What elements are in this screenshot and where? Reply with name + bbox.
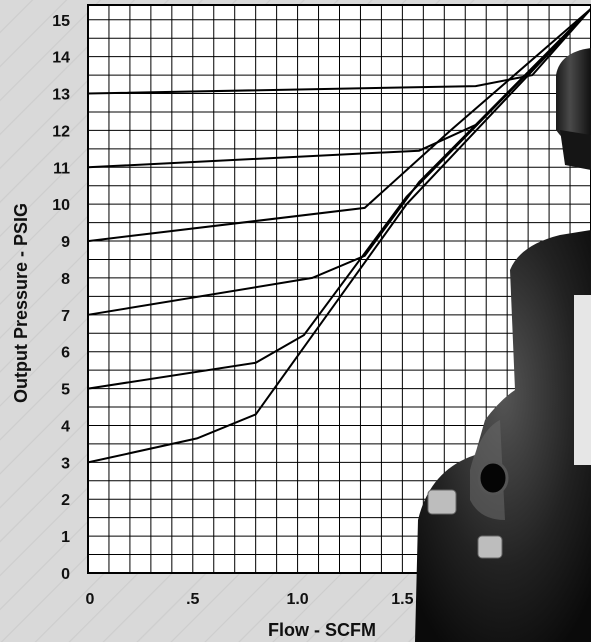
bolt-right bbox=[477, 535, 503, 559]
adjustment-knob bbox=[556, 48, 591, 150]
series-line-1 bbox=[87, 8, 591, 464]
x-tick-label: .5 bbox=[186, 591, 199, 608]
y-tick-label: 1 bbox=[61, 529, 70, 546]
x-axis-label: Flow - SCFM bbox=[268, 620, 376, 640]
y-tick-label: 9 bbox=[61, 234, 70, 251]
x-tick-label: 0 bbox=[86, 591, 95, 608]
y-tick-label: 3 bbox=[61, 455, 70, 472]
y-axis-label: Output Pressure - PSIG bbox=[11, 203, 31, 403]
y-tick-label: 0 bbox=[61, 566, 70, 583]
y-tick-label: 5 bbox=[61, 382, 70, 399]
label-plate bbox=[574, 295, 591, 465]
series-line-6 bbox=[87, 8, 591, 95]
knob-neck bbox=[560, 130, 591, 170]
series-line-5 bbox=[87, 7, 591, 169]
y-tick-label: 8 bbox=[61, 271, 70, 288]
series-group bbox=[87, 7, 591, 464]
x-tick-label: 1.5 bbox=[391, 591, 413, 608]
y-tick-label: 12 bbox=[52, 123, 70, 140]
x-tick-label: 1.0 bbox=[286, 591, 308, 608]
series-line-4 bbox=[87, 7, 591, 243]
plot-frame bbox=[87, 4, 591, 574]
y-tick-label: 11 bbox=[53, 160, 70, 177]
y-tick-label: 4 bbox=[61, 418, 70, 435]
regulator-body bbox=[415, 230, 591, 642]
series-line-2 bbox=[87, 7, 591, 390]
y-tick-label: 6 bbox=[61, 345, 70, 362]
y-tick-label: 7 bbox=[61, 308, 70, 325]
y-tick-label: 14 bbox=[52, 50, 70, 67]
y-tick-label: 2 bbox=[61, 492, 70, 509]
y-tick-label: 13 bbox=[52, 87, 70, 104]
regulator-photo bbox=[415, 48, 591, 642]
x-tick-labels: 0 .5 1.0 1.5 bbox=[86, 591, 414, 608]
port-hole bbox=[477, 460, 509, 496]
y-tick-label: 10 bbox=[52, 197, 70, 214]
y-tick-label: 15 bbox=[52, 13, 70, 30]
bolt-left bbox=[427, 489, 457, 515]
